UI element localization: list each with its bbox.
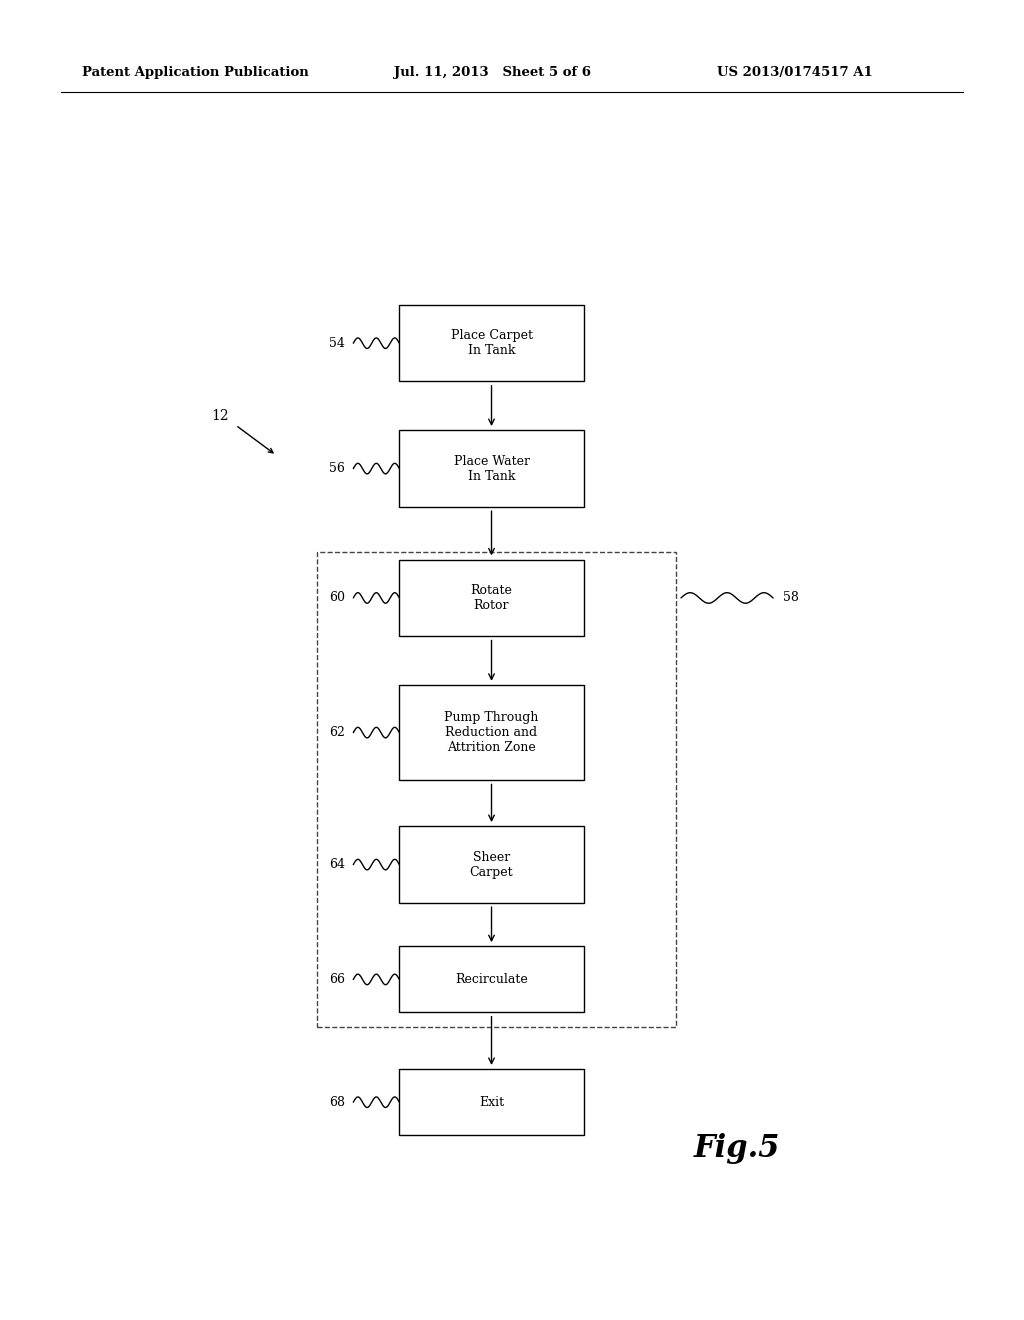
Text: US 2013/0174517 A1: US 2013/0174517 A1 [717, 66, 872, 79]
Text: 54: 54 [329, 337, 345, 350]
Text: Place Water
In Tank: Place Water In Tank [454, 454, 529, 483]
FancyBboxPatch shape [399, 430, 584, 507]
FancyBboxPatch shape [399, 305, 584, 381]
Text: 62: 62 [329, 726, 345, 739]
FancyBboxPatch shape [399, 1069, 584, 1135]
Text: 64: 64 [329, 858, 345, 871]
Text: Jul. 11, 2013   Sheet 5 of 6: Jul. 11, 2013 Sheet 5 of 6 [394, 66, 591, 79]
Text: 60: 60 [329, 591, 345, 605]
FancyBboxPatch shape [399, 685, 584, 780]
Text: Fig.5: Fig.5 [694, 1133, 780, 1164]
FancyBboxPatch shape [399, 826, 584, 903]
Text: Sheer
Carpet: Sheer Carpet [470, 850, 513, 879]
Text: 12: 12 [211, 409, 229, 422]
Text: 68: 68 [329, 1096, 345, 1109]
FancyBboxPatch shape [399, 560, 584, 636]
Text: Rotate
Rotor: Rotate Rotor [471, 583, 512, 612]
Text: Pump Through
Reduction and
Attrition Zone: Pump Through Reduction and Attrition Zon… [444, 711, 539, 754]
Text: 66: 66 [329, 973, 345, 986]
Text: 56: 56 [329, 462, 345, 475]
Text: Exit: Exit [479, 1096, 504, 1109]
Text: Recirculate: Recirculate [455, 973, 528, 986]
Text: Patent Application Publication: Patent Application Publication [82, 66, 308, 79]
Text: 58: 58 [783, 591, 800, 605]
FancyBboxPatch shape [399, 946, 584, 1012]
Text: Place Carpet
In Tank: Place Carpet In Tank [451, 329, 532, 358]
